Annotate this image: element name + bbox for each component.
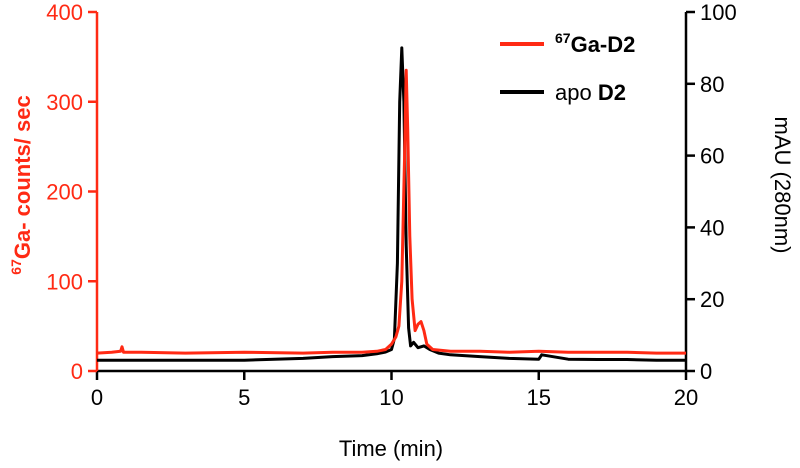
left-y-tick-label: 0 xyxy=(71,359,83,384)
legend-label-apo-bold: D2 xyxy=(598,80,626,105)
right-y-tick-label: 80 xyxy=(700,72,724,97)
right-y-tick-label: 100 xyxy=(700,0,737,25)
left-axis-title: 67Ga- counts/ sec xyxy=(8,95,35,274)
left-axis-title-superscript: 67 xyxy=(8,259,24,275)
x-tick-label: 20 xyxy=(674,385,698,410)
legend-label-apo-d2: apo D2 xyxy=(555,80,626,105)
legend-label-ga-d2: 67Ga-D2 xyxy=(555,30,635,57)
right-y-tick-label: 20 xyxy=(700,287,724,312)
x-tick-label: 15 xyxy=(527,385,551,410)
legend-item-ga-d2: 67Ga-D2 xyxy=(500,30,635,57)
right-y-tick-label: 60 xyxy=(700,144,724,169)
series-layer xyxy=(96,46,686,362)
legend-label-ga-d2-text: Ga-D2 xyxy=(571,32,636,57)
left-axis-title-text: Ga- counts/ sec xyxy=(10,95,35,259)
legend-item-apo-d2: apo D2 xyxy=(500,80,626,105)
series-line-apo-d2 xyxy=(97,46,686,362)
x-tick-label: 5 xyxy=(238,385,250,410)
x-axis-title: Time (min) xyxy=(339,436,443,461)
right-y-tick-label: 40 xyxy=(700,215,724,240)
left-y-tick-label: 400 xyxy=(46,0,83,25)
series-line-ga-d2 xyxy=(96,68,686,355)
x-tick-label: 10 xyxy=(379,385,403,410)
legend: 67Ga-D2 apo D2 xyxy=(500,30,635,105)
left-y-tick-label: 100 xyxy=(46,269,83,294)
right-y-tick-label: 0 xyxy=(700,359,712,384)
left-y-tick-label: 300 xyxy=(46,90,83,115)
left-y-tick-label: 200 xyxy=(46,180,83,205)
legend-label-ga-d2-superscript: 67 xyxy=(555,30,571,46)
legend-label-apo-prefix: apo xyxy=(555,80,598,105)
x-tick-label: 0 xyxy=(91,385,103,410)
right-axis-title: mAU (280nm) xyxy=(770,117,795,254)
